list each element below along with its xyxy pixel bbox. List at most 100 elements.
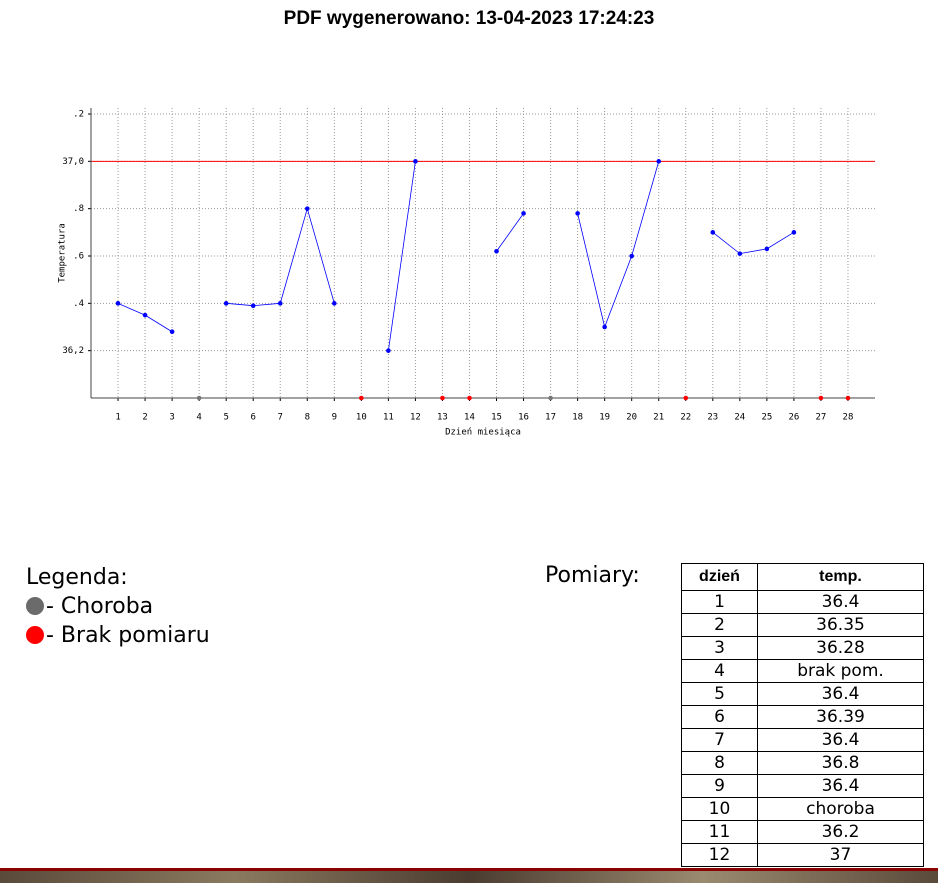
status-marker	[548, 395, 553, 401]
status-marker	[440, 395, 445, 401]
page-title: PDF wygenerowano: 13-04-2023 17:24:23	[283, 8, 655, 29]
table: dzień temp. 1 36.4 2 36.35 3 36.28 4 brak pom. 5…	[681, 563, 924, 867]
status-marker	[683, 395, 689, 401]
legend-title: Legenda:	[26, 565, 128, 590]
table-row: 1 36.4	[681, 590, 924, 614]
table-row: 8 36.8	[681, 751, 924, 775]
table-row: 5 36.4	[681, 682, 924, 706]
x-tick-label: 15	[491, 413, 502, 423]
table-cell: 36.28	[757, 636, 924, 660]
data-point	[494, 248, 499, 254]
table-cell: 1	[681, 590, 758, 614]
table-row: 9 36.4	[681, 774, 924, 798]
table-row: 10 choroba	[681, 797, 924, 821]
table-cell: choroba	[757, 797, 924, 821]
x-tick-label: 1	[115, 413, 120, 423]
x-tick-label: 11	[383, 413, 394, 423]
table-cell: brak pom.	[757, 659, 924, 683]
status-marker	[359, 395, 364, 401]
table-cell: 36.35	[757, 613, 924, 637]
status-marker	[196, 395, 202, 401]
series-line	[117, 161, 795, 351]
x-tick-label: 18	[572, 413, 583, 423]
x-tick-label: 4	[196, 413, 201, 423]
table-cell: 36.4	[757, 682, 924, 706]
table-header: dzień	[681, 563, 758, 591]
data-point	[764, 246, 770, 252]
legend-dot	[26, 626, 44, 644]
table-cell: 37	[757, 843, 924, 867]
data-point	[277, 301, 283, 306]
table-title: Pomiary:	[545, 563, 640, 588]
table-cell: 36.8	[757, 751, 924, 775]
x-tick-label: 12	[410, 413, 421, 423]
table-row: 3 36.28	[681, 636, 924, 660]
data-point	[710, 230, 716, 235]
x-tick-label: 20	[626, 413, 637, 423]
x-tick-label: 22	[680, 413, 691, 423]
status-marker	[845, 395, 851, 401]
x-tick-label: 10	[356, 413, 367, 423]
footer-band	[0, 868, 938, 883]
legend: Legenda: - Choroba - Brak pomiaru	[26, 563, 210, 650]
x-tick-label: 16	[518, 413, 529, 423]
x-tick-label: 23	[707, 413, 718, 423]
data-point	[575, 211, 580, 216]
table-row: 6 36.39	[681, 705, 924, 729]
legend-dot	[26, 597, 44, 615]
y-tick-label: .8	[73, 204, 84, 214]
table-cell: 7	[681, 728, 758, 752]
y-tick-label: .2	[73, 110, 84, 120]
table-cell: 10	[681, 797, 758, 821]
x-tick-label: 3	[169, 413, 174, 423]
table-header: temp.	[757, 563, 924, 591]
x-tick-label: 25	[761, 413, 772, 423]
data-point	[169, 329, 175, 335]
table-cell: 9	[681, 774, 758, 798]
x-tick-label: 26	[788, 413, 799, 423]
chart: 1 2 3 4 5 6 7 8 9 10 11 12 13 14 15 16 17 18 19 20 21 22 23 24 2…	[58, 108, 875, 438]
table-cell: 36.4	[757, 774, 924, 798]
data-point	[413, 159, 418, 164]
table-cell: 6	[681, 705, 758, 729]
table-cell: 3	[681, 636, 758, 660]
x-tick-label: 14	[464, 413, 475, 423]
table-cell: 36.39	[757, 705, 924, 729]
table-cell: 36.2	[757, 820, 924, 844]
table-row: 7 36.4	[681, 728, 924, 752]
x-tick-label: 2	[142, 413, 147, 423]
table-cell: 36.4	[757, 728, 924, 752]
data-point	[115, 301, 121, 306]
table-cell: 5	[681, 682, 758, 706]
legend-label: - Brak pomiaru	[46, 623, 210, 648]
x-tick-label: 27	[816, 413, 827, 423]
table-cell: 8	[681, 751, 758, 775]
table-wrap: dzień temp. 1 36.4 2 36.35 3 36.28 4 brak pom. 5…	[681, 563, 925, 868]
x-axis-label: Dzień miesiąca	[445, 428, 521, 438]
legend-item: - Brak pomiaru	[26, 621, 210, 650]
table-row: 2 36.35	[681, 613, 924, 637]
x-tick-label: 28	[843, 413, 854, 423]
legend-item: - Choroba	[26, 592, 210, 621]
data-point	[629, 253, 634, 259]
y-tick-label: .6	[73, 252, 84, 262]
data-point	[332, 301, 337, 306]
table-cell: 4	[681, 659, 758, 683]
x-tick-label: 9	[332, 413, 337, 423]
table-cell: 11	[681, 820, 758, 844]
y-tick-label: 36,2	[62, 346, 84, 356]
x-tick-label: 8	[305, 413, 310, 423]
data-point	[142, 312, 148, 318]
data-point	[602, 324, 607, 330]
table-cell: 2	[681, 613, 758, 637]
table-cell: 12	[681, 843, 758, 867]
legend-label: - Choroba	[46, 594, 154, 619]
status-marker	[467, 395, 472, 401]
data-point	[521, 211, 526, 216]
table-cell: 36.4	[757, 590, 924, 614]
x-tick-label: 24	[734, 413, 745, 423]
status-marker	[818, 395, 824, 401]
data-point	[791, 230, 797, 235]
table-row: 4 brak pom.	[681, 659, 924, 683]
